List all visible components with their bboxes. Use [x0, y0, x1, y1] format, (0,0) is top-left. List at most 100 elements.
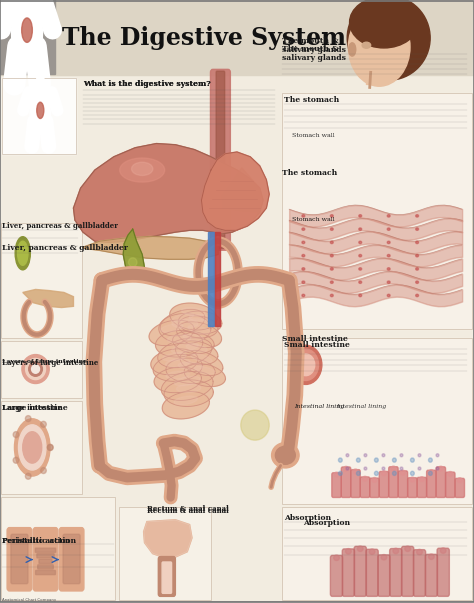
- Polygon shape: [73, 144, 263, 242]
- Text: The Digestive System: The Digestive System: [62, 26, 346, 50]
- Ellipse shape: [13, 432, 19, 438]
- Ellipse shape: [37, 102, 44, 118]
- Bar: [1, 401, 82, 494]
- Polygon shape: [171, 343, 199, 353]
- Polygon shape: [161, 371, 213, 400]
- FancyBboxPatch shape: [332, 473, 341, 497]
- Ellipse shape: [330, 294, 333, 297]
- FancyBboxPatch shape: [437, 548, 449, 596]
- Polygon shape: [182, 308, 205, 316]
- Ellipse shape: [387, 281, 390, 283]
- Ellipse shape: [387, 241, 390, 244]
- Ellipse shape: [32, 365, 39, 373]
- FancyBboxPatch shape: [354, 546, 366, 596]
- Ellipse shape: [338, 458, 342, 462]
- Polygon shape: [171, 313, 193, 323]
- Ellipse shape: [302, 228, 305, 230]
- Ellipse shape: [275, 446, 295, 464]
- Ellipse shape: [372, 478, 377, 482]
- Bar: [282, 338, 472, 504]
- Ellipse shape: [387, 294, 390, 297]
- Polygon shape: [174, 376, 200, 386]
- FancyBboxPatch shape: [162, 562, 172, 593]
- Ellipse shape: [359, 215, 362, 217]
- Text: What is the digestive system?: What is the digestive system?: [83, 80, 211, 87]
- FancyBboxPatch shape: [370, 478, 379, 497]
- Text: Large intestine: Large intestine: [2, 404, 63, 412]
- Ellipse shape: [428, 458, 432, 462]
- Bar: [118, 507, 211, 600]
- Ellipse shape: [416, 268, 419, 270]
- Ellipse shape: [357, 546, 363, 552]
- Ellipse shape: [330, 215, 333, 217]
- Ellipse shape: [22, 18, 32, 42]
- Ellipse shape: [359, 281, 362, 283]
- Ellipse shape: [374, 458, 378, 462]
- Bar: [1, 341, 82, 398]
- Ellipse shape: [36, 71, 44, 81]
- Ellipse shape: [417, 549, 422, 555]
- FancyBboxPatch shape: [59, 528, 84, 591]
- Polygon shape: [183, 334, 204, 341]
- Ellipse shape: [338, 472, 342, 475]
- Text: Absorption: Absorption: [303, 519, 350, 526]
- Text: Layers of large intestine: Layers of large intestine: [2, 359, 88, 364]
- Ellipse shape: [369, 549, 375, 554]
- Ellipse shape: [391, 466, 396, 471]
- FancyBboxPatch shape: [455, 478, 465, 497]
- Text: The mouth &: The mouth &: [282, 37, 338, 45]
- FancyBboxPatch shape: [210, 69, 230, 250]
- Ellipse shape: [330, 254, 333, 257]
- Bar: [2, 78, 76, 154]
- Polygon shape: [153, 355, 202, 381]
- Polygon shape: [174, 396, 198, 405]
- Ellipse shape: [410, 458, 414, 462]
- Bar: [118, 507, 211, 600]
- Bar: [282, 507, 472, 600]
- Ellipse shape: [436, 454, 439, 457]
- Ellipse shape: [297, 354, 315, 376]
- Polygon shape: [184, 364, 226, 387]
- Bar: [282, 93, 472, 329]
- Text: The stomach: The stomach: [282, 169, 337, 177]
- FancyBboxPatch shape: [39, 560, 52, 563]
- Ellipse shape: [344, 466, 348, 471]
- Ellipse shape: [363, 476, 367, 481]
- Bar: [1, 497, 115, 600]
- Polygon shape: [172, 320, 198, 328]
- Text: Anatomical Chart Company: Anatomical Chart Company: [2, 598, 56, 602]
- Bar: [1, 401, 82, 494]
- Ellipse shape: [346, 467, 349, 470]
- Ellipse shape: [410, 477, 415, 482]
- Bar: [38, 77, 43, 88]
- Ellipse shape: [382, 454, 385, 457]
- Ellipse shape: [29, 362, 42, 376]
- Polygon shape: [166, 371, 190, 379]
- Text: Rectum & anal canal: Rectum & anal canal: [147, 507, 229, 514]
- Ellipse shape: [387, 268, 390, 270]
- FancyBboxPatch shape: [390, 549, 402, 596]
- Polygon shape: [188, 318, 208, 326]
- Ellipse shape: [401, 470, 405, 475]
- Ellipse shape: [362, 42, 371, 48]
- Ellipse shape: [457, 478, 462, 482]
- Polygon shape: [189, 314, 211, 321]
- FancyBboxPatch shape: [378, 555, 390, 596]
- Polygon shape: [159, 314, 211, 344]
- Text: Intestinal lining: Intestinal lining: [294, 404, 344, 409]
- Ellipse shape: [392, 472, 396, 475]
- Polygon shape: [162, 391, 210, 419]
- FancyBboxPatch shape: [7, 528, 32, 591]
- Ellipse shape: [405, 546, 410, 552]
- FancyBboxPatch shape: [427, 470, 436, 497]
- FancyBboxPatch shape: [36, 570, 55, 575]
- Polygon shape: [23, 289, 73, 308]
- Ellipse shape: [428, 554, 434, 560]
- Ellipse shape: [348, 43, 356, 56]
- Ellipse shape: [302, 294, 305, 297]
- Bar: [1, 223, 82, 338]
- Polygon shape: [123, 229, 145, 277]
- Ellipse shape: [436, 467, 439, 470]
- Bar: [215, 232, 220, 326]
- Polygon shape: [10, 0, 44, 46]
